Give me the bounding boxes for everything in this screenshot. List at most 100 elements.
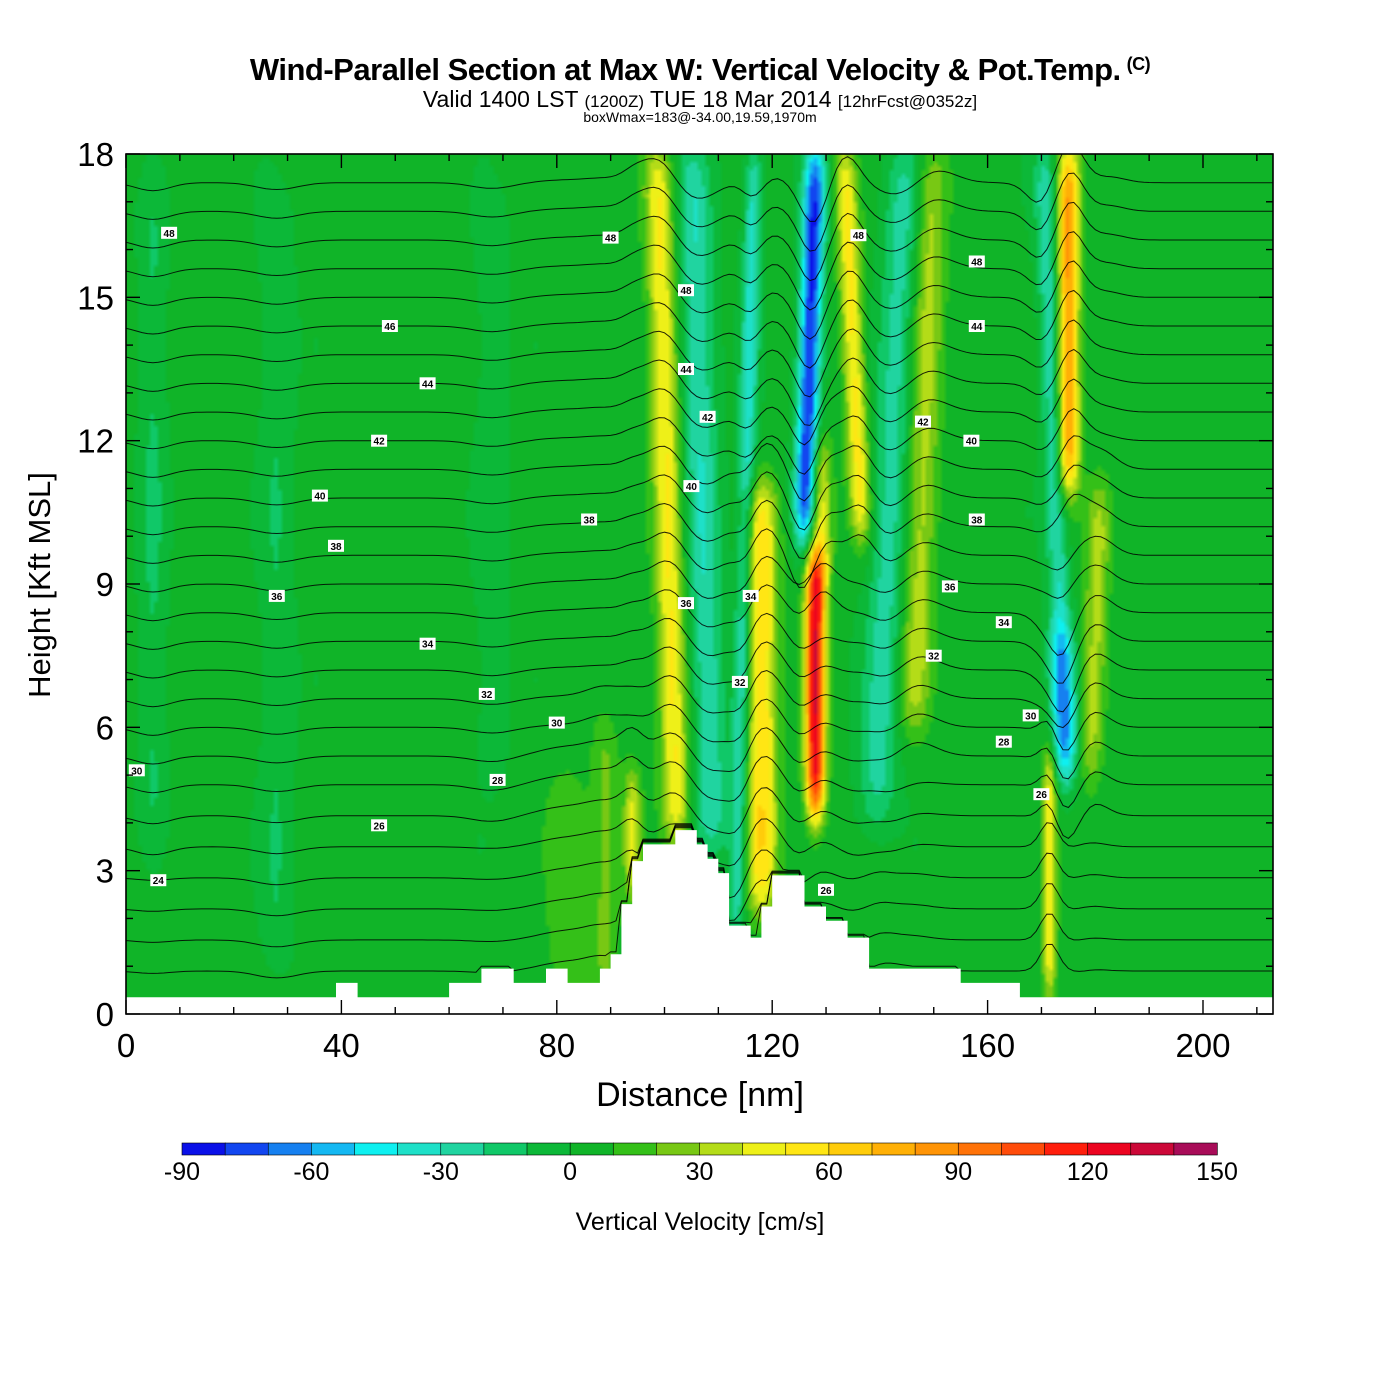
colorbar-tick-label: -90 [164,1158,200,1186]
theta-contour-line [126,698,1273,751]
box-wmax-note: boxWmax=183@-34.00,19.59,1970m [583,109,817,125]
y-tick-label: 15 [77,279,114,316]
colorbar-segment [1044,1142,1089,1156]
theta-label-text: 28 [492,776,504,787]
theta-label: 42 [915,415,931,429]
colorbar-segment [311,1142,356,1156]
theta-label-box [678,363,694,375]
theta-label-box [1022,709,1039,722]
theta-label: 44 [968,320,985,333]
theta-label: 26 [818,883,834,897]
theta-label-box [328,539,344,552]
theta-label-text: 48 [971,258,983,269]
theta-label-box [968,320,985,332]
theta-label-box [678,284,694,297]
theta-label: 30 [548,716,565,730]
theta-label-text: 30 [131,766,143,777]
theta-contour-labels: 48 48 48 48 48 46 44 44 44 42 42 42 40 40 40 38 38 38 36 36… [128,226,1050,897]
colorbar-tick-label: 150 [1196,1158,1238,1186]
theta-label: 44 [419,377,436,390]
colorbar-segment [699,1142,744,1156]
chart-title: Wind-Parallel Section at Max W: Vertical… [0,52,1400,88]
theta-label: 30 [128,764,145,777]
theta-contour-line [126,787,1273,840]
theta-label-box [941,580,958,593]
theta-label-text: 48 [680,286,692,297]
theta-label-box [968,255,985,268]
theta-label-text: 40 [314,492,326,503]
chart-subtitle: Valid 1400 LST (1200Z) TUE 18 Mar 2014 [… [0,86,1400,113]
chart-title-text: Wind-Parallel Section at Max W: Vertical… [249,52,1121,87]
theta-label: 48 [161,226,178,240]
theta-label-text: 48 [164,229,176,240]
colorbar-segment [440,1142,485,1156]
colorbar-tick-label: 90 [944,1158,972,1186]
theta-label-box [478,687,495,700]
colorbar-tick-label: -30 [423,1158,459,1186]
theta-label-box [311,489,328,502]
colorbar-tick-label: 120 [1067,1158,1109,1186]
theta-label: 24 [150,874,167,887]
theta-label-text: 34 [998,618,1010,629]
theta-label-box [995,616,1012,629]
theta-label: 30 [1022,709,1039,722]
theta-label: 26 [371,819,388,832]
theta-contour-line [126,584,1273,656]
valid-time: Valid 1400 LST [422,86,579,112]
theta-label: 36 [678,597,694,610]
x-tick-label: 80 [538,1027,575,1064]
theta-label: 48 [968,255,985,269]
theta-label-box [731,675,748,688]
theta-label: 40 [311,489,328,503]
theta-label-box [150,874,167,887]
theta-label-text: 32 [734,678,746,689]
theta-contour-line [126,408,1273,475]
theta-label: 42 [371,434,388,448]
theta-contour-line [126,669,1273,729]
colorbar-segment [914,1142,959,1156]
theta-label-text: 30 [551,719,563,730]
theta-label-text: 38 [330,542,342,553]
theta-label: 34 [742,589,759,603]
theta-label-box [995,735,1012,748]
theta-label-text: 40 [966,437,978,448]
colorbar-tick-label: 60 [815,1158,843,1186]
theta-contour-line [126,260,1273,340]
theta-label: 36 [941,580,958,593]
theta-label-box [699,410,716,423]
theta-label-text: 40 [686,482,698,493]
theta-label-text: 42 [917,418,929,429]
colorbar-segment [354,1142,399,1156]
theta-label-text: 48 [605,234,617,245]
theta-label-text: 42 [702,413,714,424]
colorbar-segment [181,1142,226,1156]
copyright-mark: (C) [1126,54,1151,74]
x-tick-label: 120 [745,1027,800,1064]
theta-label-box [419,377,436,390]
x-tick-label: 40 [323,1027,360,1064]
theta-label-box [371,434,388,447]
theta-label-text: 32 [481,690,493,701]
y-tick-label: 0 [96,996,114,1033]
theta-label-box [850,229,867,242]
theta-contour-line [126,726,1273,780]
theta-label-box [968,513,985,526]
colorbar-segment [397,1142,442,1156]
theta-contour-line [126,641,1273,713]
theta-label-text: 28 [998,738,1010,749]
theta-contour-line [126,289,1273,369]
theta-contour-line [126,818,1273,867]
theta-label-text: 46 [384,322,396,333]
theta-label-box [381,320,398,332]
theta-label: 26 [1033,788,1050,801]
theta-label-text: 36 [944,582,956,593]
colorbar-segment [957,1142,1003,1156]
theta-contour-line [126,824,1273,899]
theta-contour-line [126,231,1273,311]
colorbar-segment [526,1142,571,1156]
theta-label-text: 44 [971,322,983,333]
theta-label-box [602,231,619,244]
theta-contour-line [126,435,1273,502]
theta-label-box [742,589,759,602]
